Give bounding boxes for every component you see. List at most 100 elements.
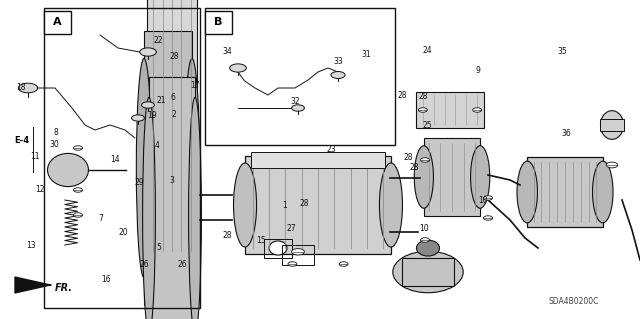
Text: 27: 27 — [286, 224, 296, 233]
Bar — [282, 245, 314, 265]
Text: 2: 2 — [172, 110, 177, 119]
Circle shape — [292, 105, 305, 111]
Text: 28: 28 — [300, 199, 308, 208]
Ellipse shape — [269, 241, 287, 255]
Text: 9: 9 — [475, 66, 480, 75]
Text: 32: 32 — [291, 97, 301, 106]
Text: A: A — [53, 17, 61, 27]
Circle shape — [331, 71, 345, 78]
Bar — [144, 31, 192, 305]
Bar — [205, 8, 395, 145]
Circle shape — [473, 108, 482, 112]
Bar — [527, 157, 603, 227]
Text: 21: 21 — [157, 96, 166, 105]
Circle shape — [140, 48, 156, 56]
Text: 15: 15 — [256, 236, 266, 245]
Text: 16: 16 — [100, 275, 111, 284]
Text: 12: 12 — [35, 185, 44, 194]
Text: 17: 17 — [190, 81, 200, 90]
Circle shape — [484, 196, 493, 200]
Ellipse shape — [417, 240, 440, 256]
Text: 19: 19 — [147, 111, 157, 120]
Text: 25: 25 — [422, 121, 433, 130]
Text: 23: 23 — [326, 145, 337, 154]
Circle shape — [141, 102, 154, 108]
Text: 31: 31 — [361, 50, 371, 59]
Text: 28: 28 — [397, 91, 406, 100]
Ellipse shape — [600, 111, 623, 139]
Bar — [264, 239, 292, 257]
Circle shape — [288, 262, 297, 266]
Text: 28: 28 — [410, 163, 419, 172]
Circle shape — [74, 188, 83, 192]
Text: E-4: E-4 — [14, 136, 29, 145]
Circle shape — [230, 64, 246, 72]
Text: 36: 36 — [561, 130, 572, 138]
Text: 28: 28 — [170, 52, 179, 61]
Circle shape — [419, 108, 428, 112]
Text: 33: 33 — [333, 57, 343, 66]
Bar — [424, 138, 480, 216]
Ellipse shape — [143, 97, 156, 319]
Text: FR.: FR. — [54, 283, 73, 293]
Ellipse shape — [593, 161, 613, 223]
Polygon shape — [15, 277, 50, 293]
Bar — [600, 119, 623, 131]
Bar — [149, 77, 195, 319]
Circle shape — [132, 115, 145, 121]
Bar — [205, 11, 232, 33]
Text: 13: 13 — [26, 241, 36, 250]
Text: 11: 11 — [31, 152, 40, 161]
Bar — [245, 156, 391, 255]
Bar — [417, 92, 484, 128]
Text: 26: 26 — [139, 260, 149, 269]
Ellipse shape — [414, 146, 433, 208]
Text: 7: 7 — [99, 214, 104, 223]
Bar — [252, 152, 385, 168]
Text: 35: 35 — [557, 47, 567, 56]
Bar — [147, 0, 197, 255]
Bar — [44, 11, 71, 33]
Circle shape — [74, 213, 83, 217]
Text: 14: 14 — [110, 155, 120, 164]
Ellipse shape — [517, 161, 538, 223]
Circle shape — [19, 83, 38, 93]
Bar — [403, 258, 454, 286]
Text: 30: 30 — [49, 140, 60, 149]
Text: 18: 18 — [16, 83, 25, 92]
Circle shape — [420, 238, 429, 242]
Text: SDA4B0200C: SDA4B0200C — [548, 297, 598, 306]
Ellipse shape — [47, 153, 88, 187]
Text: 24: 24 — [422, 46, 433, 55]
Text: 29: 29 — [134, 178, 145, 187]
Text: 28: 28 — [223, 231, 232, 240]
Text: B: B — [214, 17, 223, 27]
Circle shape — [420, 158, 429, 162]
Text: 22: 22 — [154, 36, 163, 45]
Ellipse shape — [136, 58, 152, 278]
Text: 20: 20 — [118, 228, 128, 237]
Text: 10: 10 — [478, 197, 488, 205]
Ellipse shape — [184, 58, 200, 278]
Text: 26: 26 — [177, 260, 188, 269]
Text: 3: 3 — [169, 176, 174, 185]
Ellipse shape — [234, 163, 257, 247]
Circle shape — [292, 249, 305, 255]
Circle shape — [484, 216, 493, 220]
Text: 28: 28 — [419, 92, 428, 101]
Text: 34: 34 — [222, 47, 232, 56]
Ellipse shape — [470, 146, 490, 208]
Circle shape — [74, 146, 83, 150]
Text: 8: 8 — [54, 128, 59, 137]
Text: 10: 10 — [419, 224, 429, 233]
Ellipse shape — [380, 163, 403, 247]
Text: 1: 1 — [282, 201, 287, 210]
Text: 5: 5 — [156, 243, 161, 252]
Circle shape — [606, 162, 618, 168]
Ellipse shape — [189, 97, 202, 319]
Text: 28: 28 — [404, 153, 413, 162]
Text: 6: 6 — [170, 93, 175, 102]
Circle shape — [339, 262, 348, 266]
Text: 4: 4 — [154, 141, 159, 150]
Ellipse shape — [393, 251, 463, 293]
